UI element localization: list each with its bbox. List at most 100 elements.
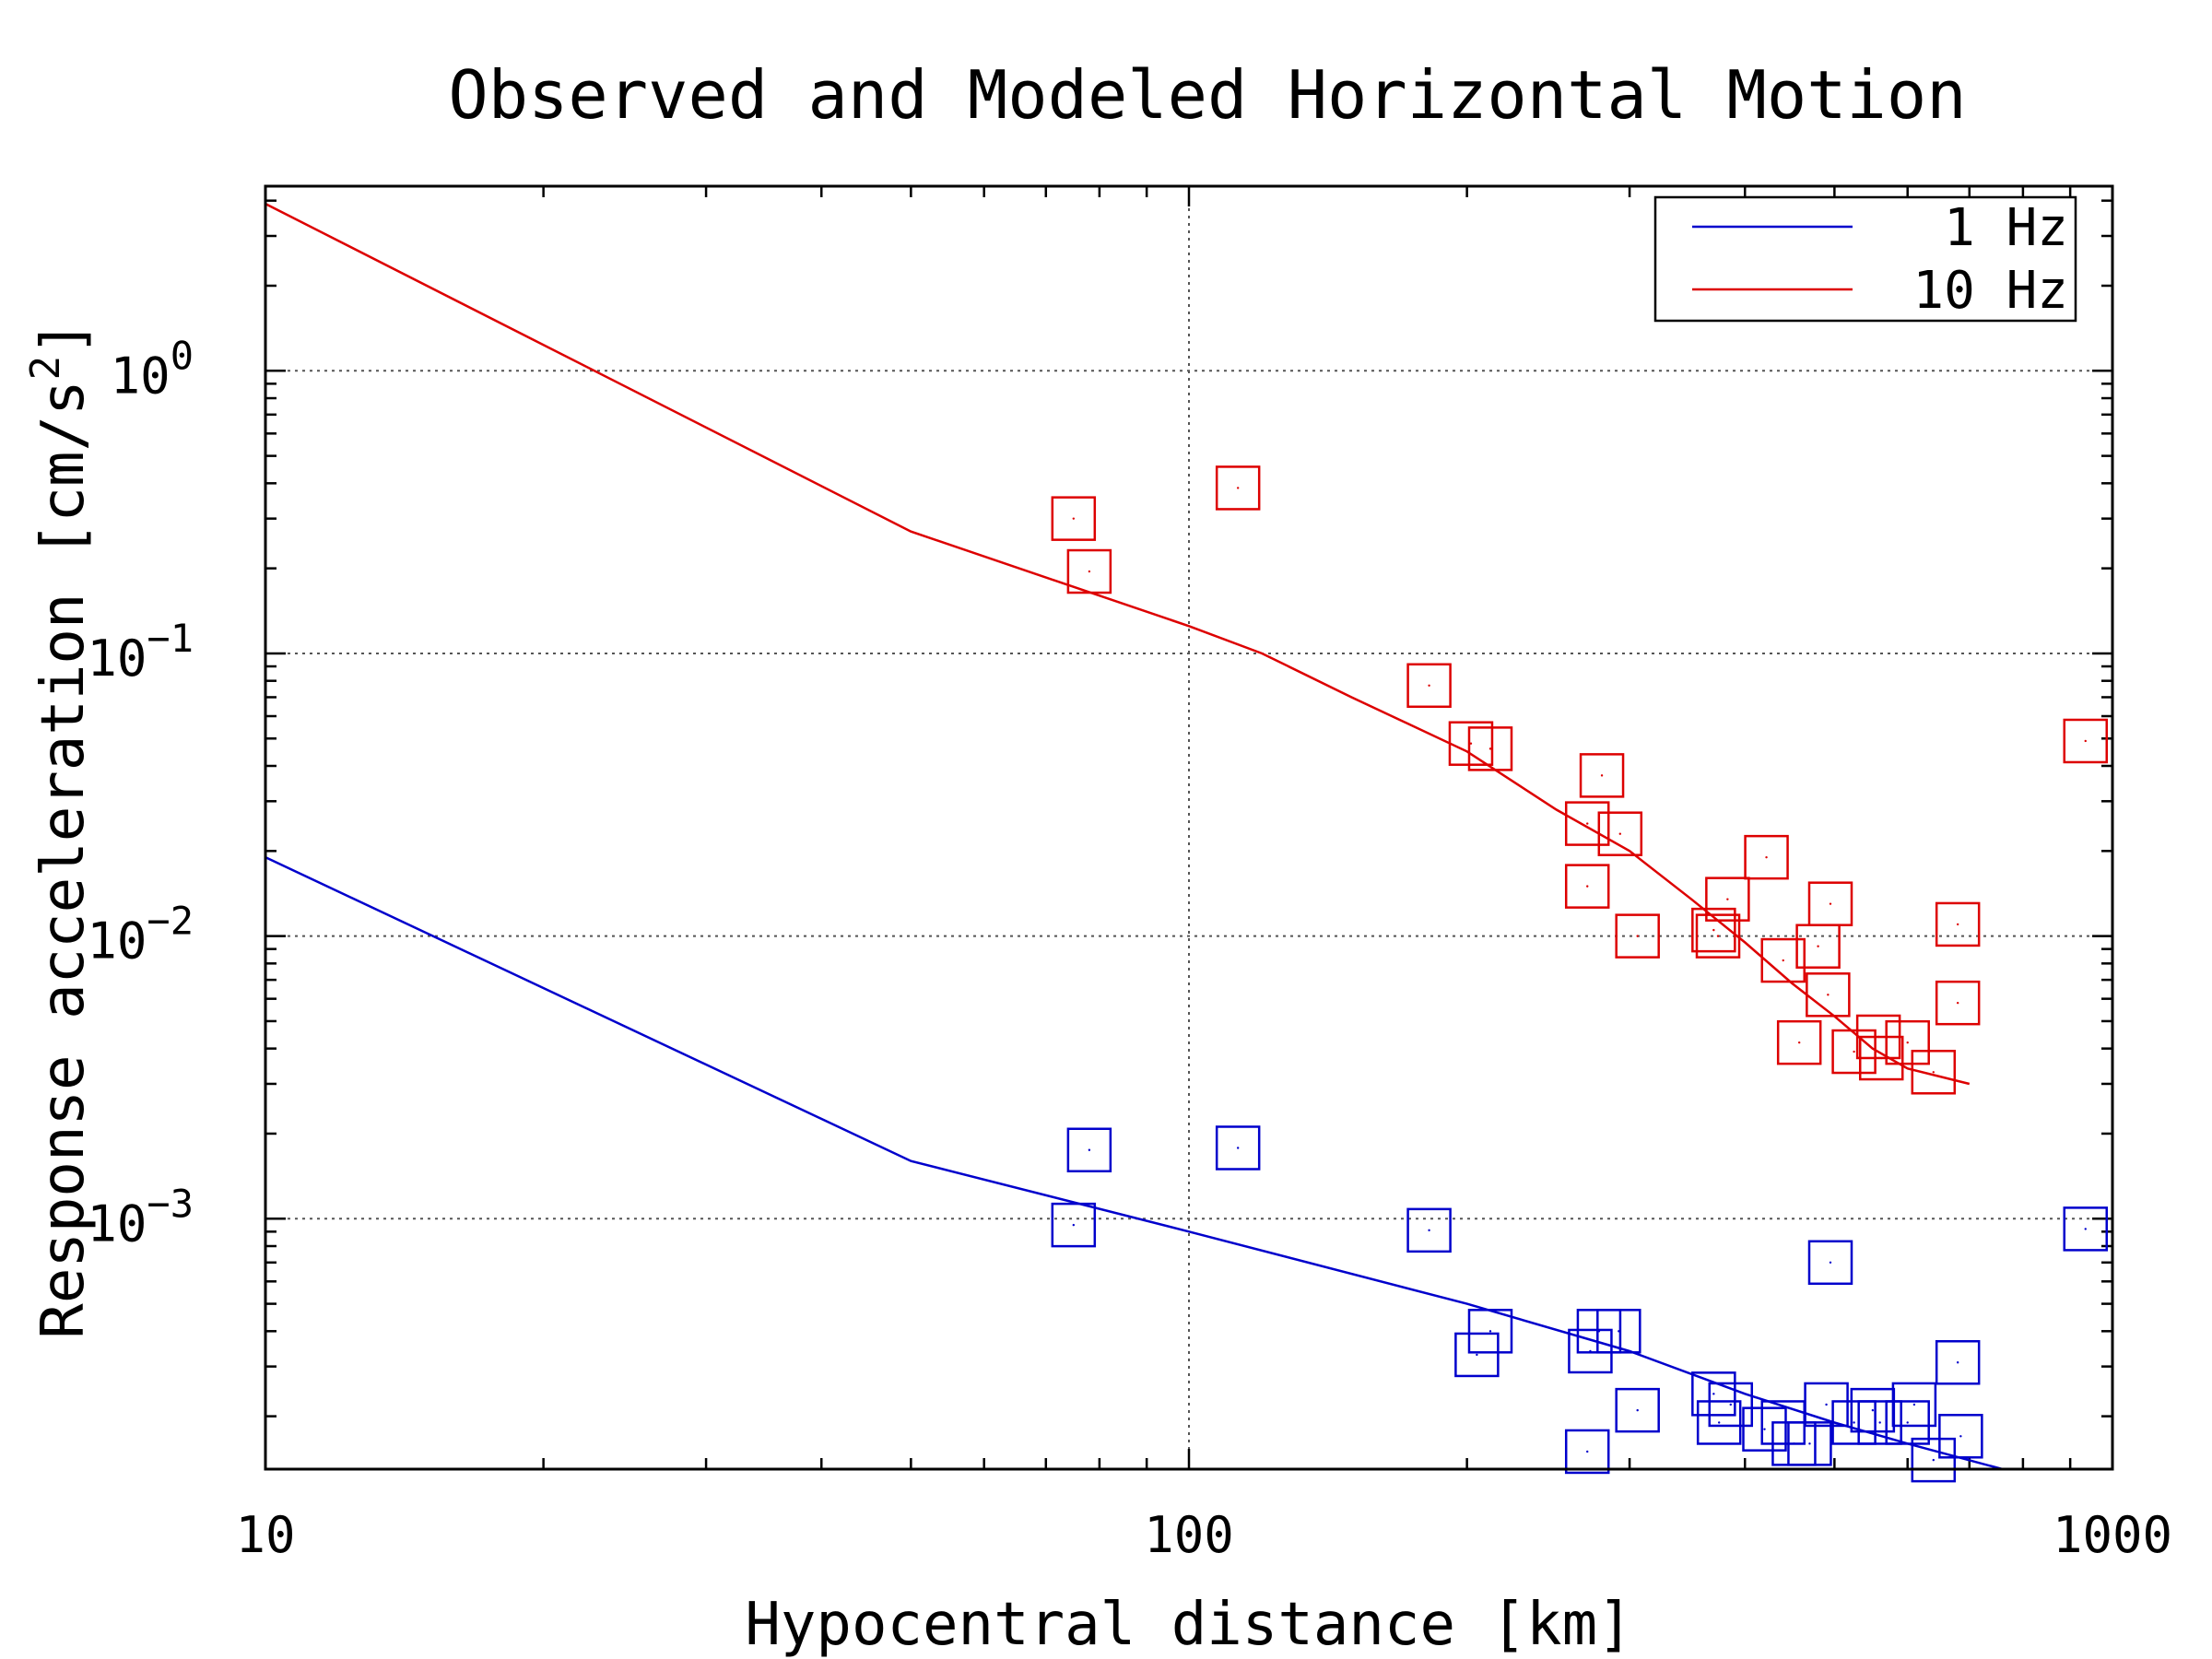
observed-marker-10hz [1695,913,1741,959]
observed-marker-center [1712,928,1715,932]
observed-marker-center [1912,1403,1916,1406]
observed-marker-10hz [1705,877,1750,922]
y-tick-label-base: 10 [111,347,171,405]
observed-marker-center [1600,774,1604,777]
observed-marker-center [1959,1435,1962,1438]
legend-box [1653,195,2077,323]
y-tick-label: 10−1 [87,616,194,688]
observed-marker-center [1618,832,1622,835]
observed-marker-1hz [1406,1207,1452,1253]
observed-marker-center [1586,1450,1589,1453]
observed-marker-center [1072,517,1076,520]
observed-marker-1hz [1615,1387,1660,1433]
observed-marker-center [1072,1223,1076,1227]
y-axis-label: Response acceleration [cm/s2] [22,320,98,1338]
observed-marker-center [2084,1228,2087,1230]
observed-marker-10hz [1807,881,1853,926]
observed-marker-center [1906,1041,1909,1044]
observed-marker-10hz [1066,548,1112,594]
y-tick-label: 10−2 [87,899,194,971]
y-tick-label-base: 10 [87,912,147,971]
minor-ticks [264,186,2112,1469]
observed-marker-center [2084,739,2087,743]
observed-marker-center [1618,1330,1620,1333]
observed-marker-center [1797,1041,1801,1044]
observed-marker-center [1817,945,1819,947]
observed-marker-10hz [1579,753,1625,798]
y-tick-label-exponent: 0 [171,333,194,378]
observed-marker-10hz [1615,913,1660,959]
observed-marker-center [1956,1361,1959,1364]
observed-marker-10hz [1691,907,1736,953]
observed-marker-center [1765,855,1768,859]
observed-marker-center [1763,1428,1766,1430]
observed-marker-center [1586,822,1589,825]
observed-marker-center [1712,1393,1715,1395]
observed-marker-center [1088,570,1091,573]
observed-marker-center [1878,1421,1881,1424]
observed-marker-1hz [1911,1437,1957,1483]
observed-marker-center [1956,1001,1959,1005]
observed-marker-center [1476,1353,1478,1357]
observed-marker-1hz [1066,1127,1112,1173]
y-tick-label-base: 10 [87,1194,147,1253]
legend: 1 Hz 10 Hz [1653,195,2077,323]
observed-marker-1hz [1742,1406,1787,1452]
y-axis-label-end: ] [29,320,98,356]
observed-marker-1hz [1787,1421,1832,1466]
observed-marker-center [1636,935,1639,937]
observed-marker-10hz [1051,496,1097,541]
observed-marker-center [1932,1458,1935,1462]
observed-marker-1hz [1454,1332,1500,1378]
observed-marker-1hz [1708,1382,1754,1428]
observed-marker-10hz [1858,1035,1904,1081]
observed-marker-10hz [1597,811,1643,856]
y-axis-label-sup: 2 [22,356,69,381]
y-tick-label-exponent: −2 [147,899,194,944]
observed-marker-center [1880,1056,1883,1060]
y-tick-label-exponent: −3 [147,1181,194,1226]
observed-marker-center [1853,1050,1855,1053]
observed-marker-10hz [1911,1050,1957,1095]
observed-marker-1hz [1807,1240,1853,1286]
observed-marker-center [1236,1147,1240,1149]
observed-marker-center [1932,1071,1935,1074]
observed-marker-1hz [1804,1382,1849,1428]
observed-marker-10hz [1467,726,1513,771]
observed-marker-1hz [1935,1340,1981,1385]
observed-marker-center [1469,742,1473,745]
observed-marker-10hz [1760,937,1806,983]
x-tick-label: 10 [235,1506,295,1564]
observed-marker-1hz [1831,1400,1877,1445]
observed-marker-center [1726,898,1729,900]
observed-marker-center [1956,923,1959,926]
y-tick-label-exponent: −1 [147,616,194,661]
observed-marker-10hz [1935,980,1981,1026]
observed-marker-1hz [1467,1309,1513,1354]
observed-markers [1051,465,2109,1483]
y-tick-label: 100 [111,333,194,405]
observed-marker-center [1729,1403,1732,1406]
y-tick-label-base: 10 [87,629,147,688]
observed-marker-center [1793,1442,1795,1445]
observed-marker-center [1829,902,1832,905]
x-axis-ticks: 10 100 1000 [235,1506,2172,1564]
plot-frame [264,184,2114,1471]
observed-marker-1hz [1596,1309,1641,1354]
observed-marker-center [1782,959,1784,962]
legend-label-10hz: 10 Hz [1912,261,2068,321]
model-line-1hz [265,855,2003,1471]
observed-marker-center [1636,1408,1639,1412]
y-axis-label-main: Response acceleration [cm/s [29,380,98,1338]
observed-marker-1hz [1564,1429,1610,1475]
observed-marker-10hz [1744,834,1789,880]
x-tick-label: 1000 [2053,1506,2172,1564]
observed-marker-10hz [1885,1019,1930,1065]
observed-marker-center [1808,1442,1811,1445]
observed-marker-center [1488,747,1492,750]
observed-marker-10hz [1448,721,1494,766]
x-axis-label: Hypocentral distance [km] [745,1591,1632,1659]
observed-marker-center [1906,1421,1909,1424]
observed-marker-center [1236,487,1240,489]
